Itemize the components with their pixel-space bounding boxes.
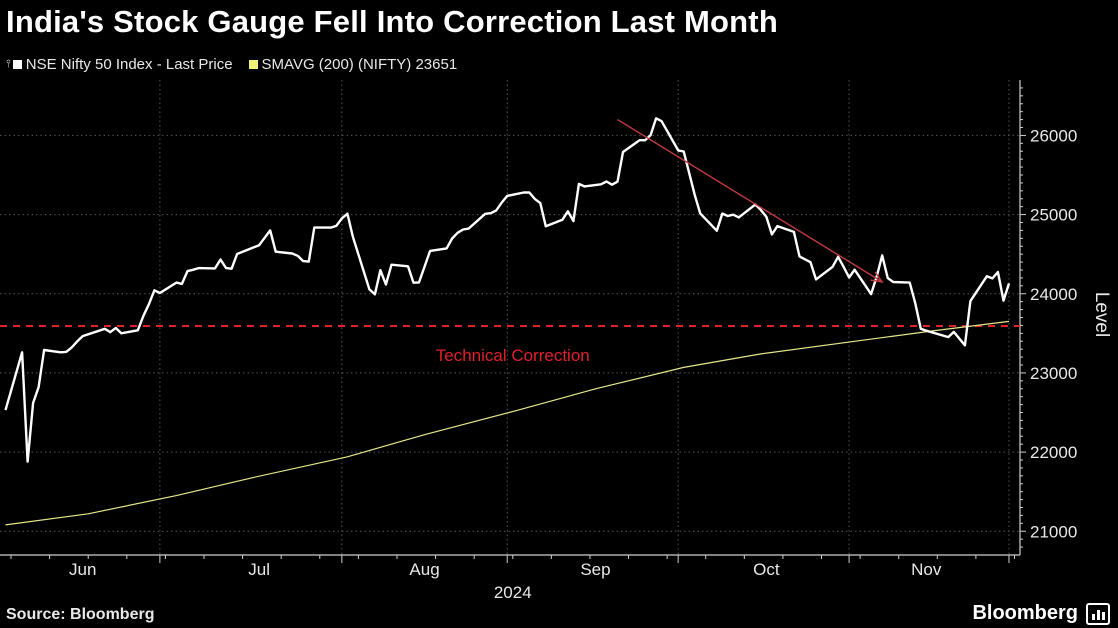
x-axis-year-label: 2024 <box>494 583 532 602</box>
x-tick-label-oct: Oct <box>753 560 780 579</box>
sma-line <box>5 320 1010 526</box>
correction-annotation: Technical Correction <box>436 346 590 365</box>
chart-title: India's Stock Gauge Fell Into Correction… <box>6 4 778 39</box>
y-tick-label-3: 24000 <box>1030 285 1077 304</box>
legend-item-price[interactable]: ⫯ NSE Nifty 50 Index - Last Price <box>6 56 233 73</box>
x-tick-label-sep: Sep <box>580 560 610 579</box>
y-tick-label-5: 26000 <box>1030 126 1077 145</box>
x-tick-label-jun: Jun <box>69 560 96 579</box>
source-note: Source: Bloomberg <box>6 606 155 623</box>
legend-label-sma: SMAVG (200) (NIFTY) 23651 <box>261 56 458 73</box>
x-tick-label-jul: Jul <box>248 560 270 579</box>
legend-swatch-price <box>12 60 22 69</box>
axes <box>0 80 1026 563</box>
tick-labels: 21000 22000 23000 24000 25000 26000 Jun Jul Aug S… <box>69 126 1112 602</box>
trend-arrow-head <box>870 271 884 283</box>
y-tick-label-1: 22000 <box>1030 443 1077 462</box>
brand-logo: Bloomberg <box>972 602 1078 624</box>
plot-area: Technical Correction <box>0 117 1020 526</box>
bloomberg-chart-icon <box>1086 603 1110 625</box>
legend-item-sma[interactable]: SMAVG (200) (NIFTY) 23651 <box>248 56 458 73</box>
y-tick-label-0: 21000 <box>1030 522 1077 541</box>
grid-lines <box>0 80 1020 555</box>
pin-icon: ⫯ <box>6 58 11 70</box>
y-tick-label-4: 25000 <box>1030 206 1077 225</box>
x-tick-label-nov: Nov <box>911 560 942 579</box>
legend-swatch-sma <box>248 60 258 69</box>
legend-label-price: NSE Nifty 50 Index - Last Price <box>25 56 233 73</box>
trend-arrow-line <box>617 118 883 283</box>
price-line <box>4 117 1011 463</box>
y-axis-label: Level <box>1091 292 1112 337</box>
legend: ⫯ NSE Nifty 50 Index - Last Price SMAVG … <box>6 56 473 73</box>
x-tick-label-aug: Aug <box>409 560 439 579</box>
y-tick-label-2: 23000 <box>1030 364 1077 383</box>
